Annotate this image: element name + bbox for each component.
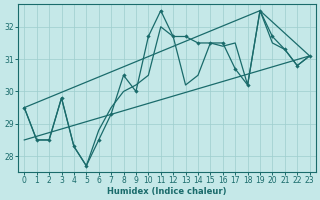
- X-axis label: Humidex (Indice chaleur): Humidex (Indice chaleur): [107, 187, 227, 196]
